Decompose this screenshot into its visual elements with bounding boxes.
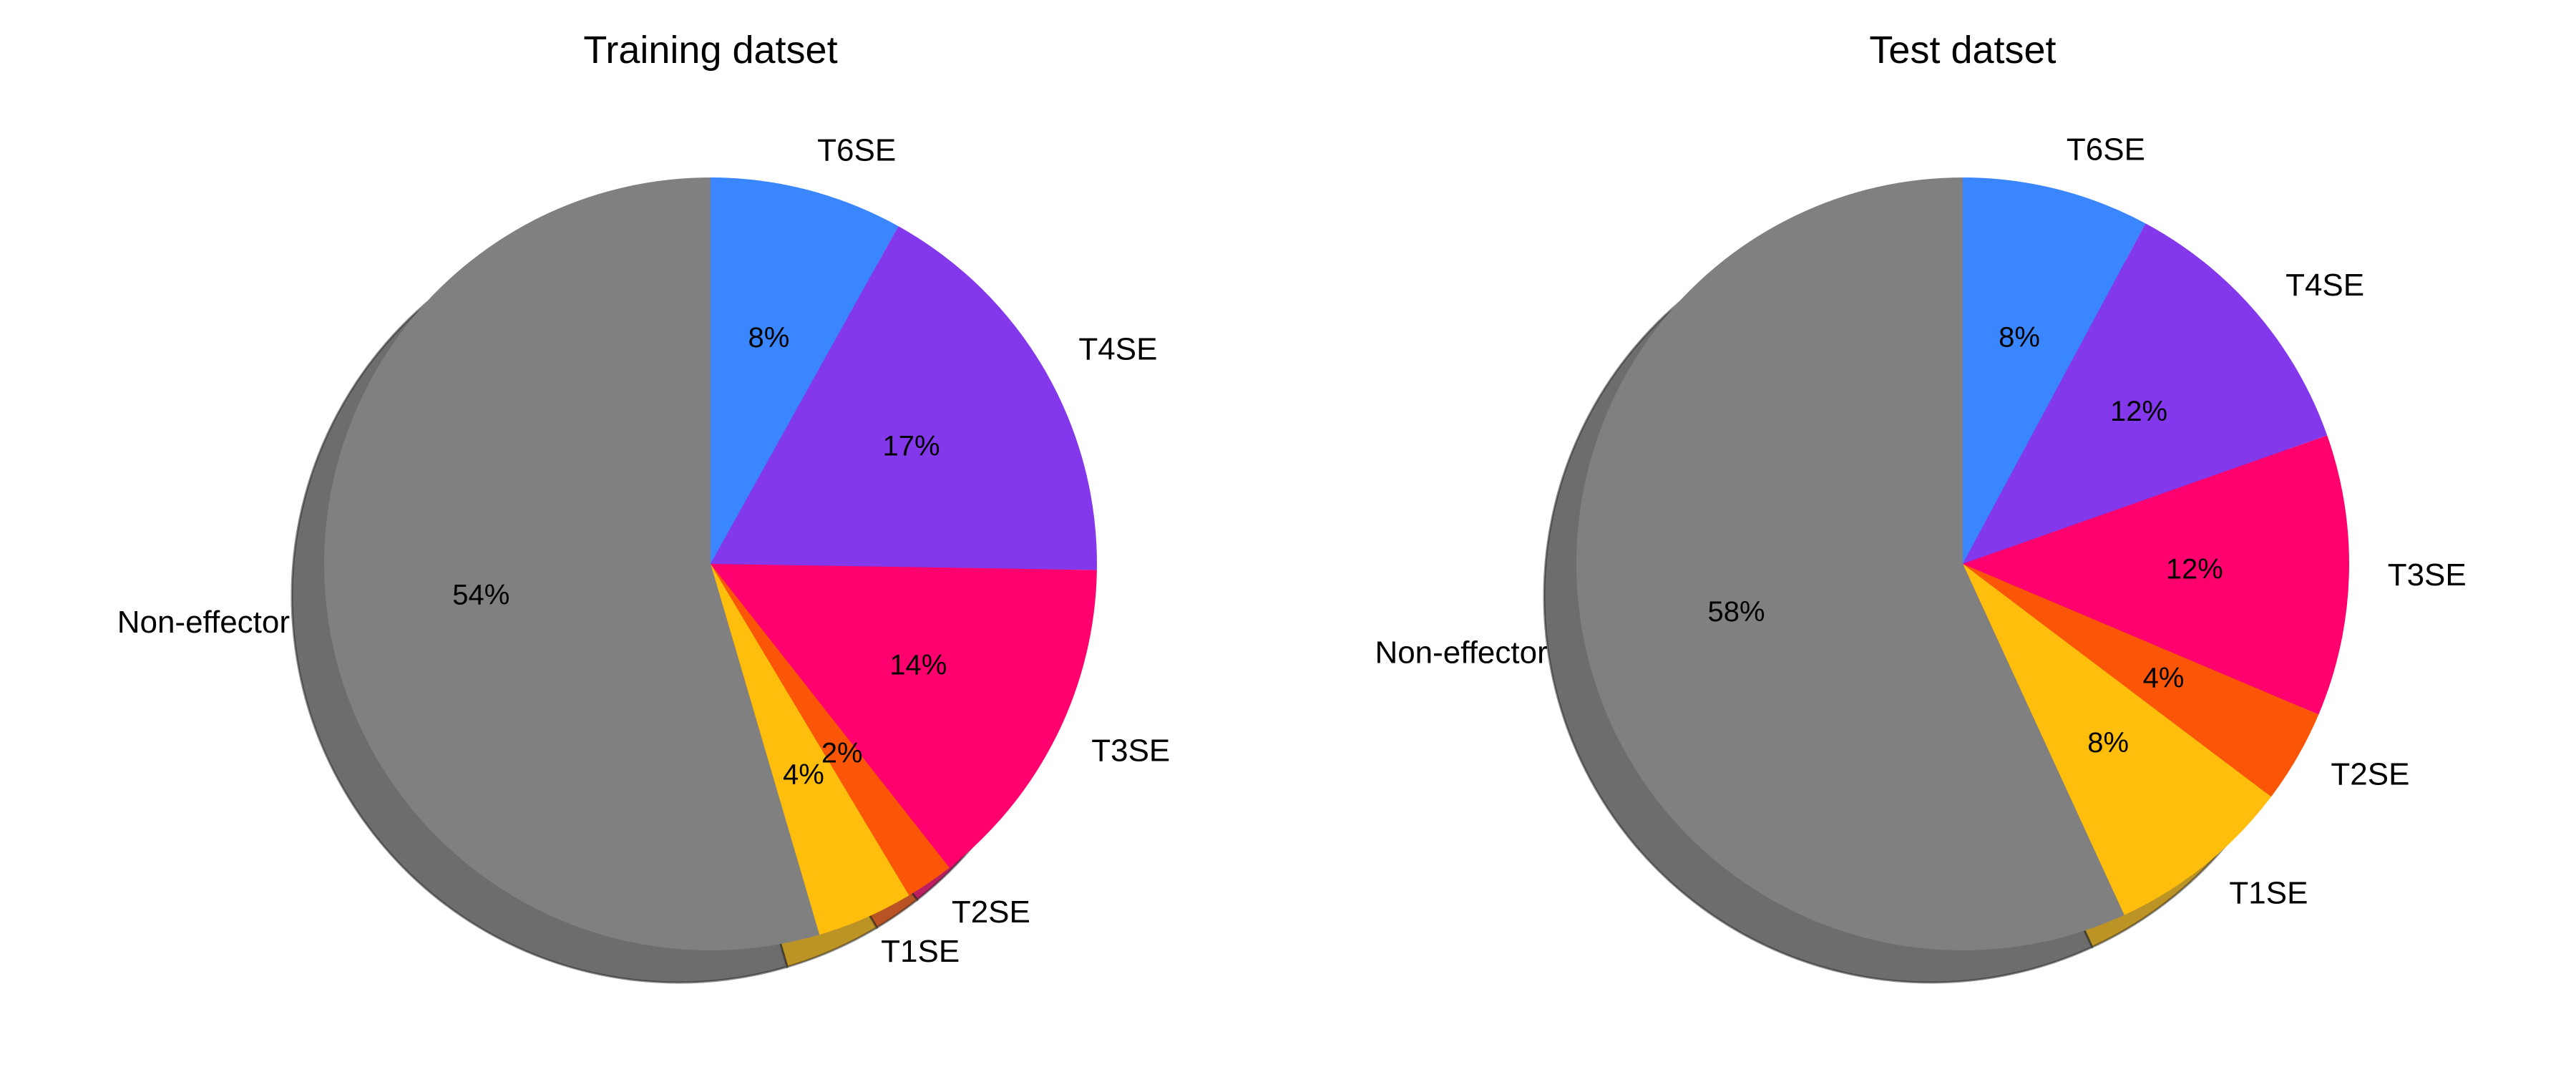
pie-slice-t1se <box>1963 564 2271 915</box>
slice-label-t4se: T4SE <box>2285 268 2364 303</box>
test-pie-chart: Test datset T6SE T4SE T3SE T2SE T1SE Non-effe… <box>1375 29 2467 984</box>
slice-label-t6se: T6SE <box>817 133 896 168</box>
percent-label-non-effector: 58% <box>1707 596 1765 628</box>
chart-title: Test datset <box>1869 29 2056 72</box>
pie-slice-t6se <box>1963 177 2146 564</box>
percent-label-t1se: 4% <box>783 759 824 790</box>
pie-slice-t4se <box>711 226 1097 570</box>
percent-label-t6se: 8% <box>748 322 789 354</box>
percent-label-t2se: 2% <box>821 737 863 769</box>
percent-label-non-effector: 54% <box>452 580 509 611</box>
slice-label-t6se: T6SE <box>2067 132 2145 167</box>
slice-label-t2se: T2SE <box>952 895 1030 930</box>
pie-slice-t6se <box>711 177 899 564</box>
pie-slice-t4se <box>1963 223 2328 564</box>
percent-label-t3se: 14% <box>889 649 947 681</box>
pie-slice-t2se <box>711 564 950 896</box>
slice-label-t3se: T3SE <box>2388 557 2467 593</box>
slice-label-non-effector: Non-effector <box>117 605 290 640</box>
pie-slice-t1se <box>711 564 909 935</box>
chart-title: Training datset <box>583 29 837 72</box>
slice-label-t1se: T1SE <box>2229 875 2308 910</box>
pie-slice-non-effector <box>1576 177 2124 950</box>
training-pie-chart: Training datset T6SE T4SE T3SE T2SE T1SE Non-… <box>117 29 1170 984</box>
slice-label-t3se: T3SE <box>1091 733 1170 768</box>
percent-label-t3se: 12% <box>2166 554 2223 585</box>
pie-slice-t3se <box>711 564 1097 868</box>
pie-slice-t3se <box>1963 435 2349 715</box>
pie-slice-t2se <box>1963 564 2319 797</box>
slice-label-t2se: T2SE <box>2331 757 2409 792</box>
percent-label-t4se: 17% <box>883 431 940 462</box>
percent-label-t6se: 8% <box>1999 321 2040 353</box>
percent-label-t1se: 8% <box>2087 727 2129 759</box>
pie-slice-non-effector <box>323 177 820 950</box>
percent-label-t4se: 12% <box>2110 396 2167 427</box>
slice-label-t4se: T4SE <box>1078 332 1157 367</box>
percent-label-t2se: 4% <box>2143 663 2185 694</box>
slice-label-non-effector: Non-effector <box>1375 635 1547 671</box>
slice-label-t1se: T1SE <box>881 934 960 969</box>
